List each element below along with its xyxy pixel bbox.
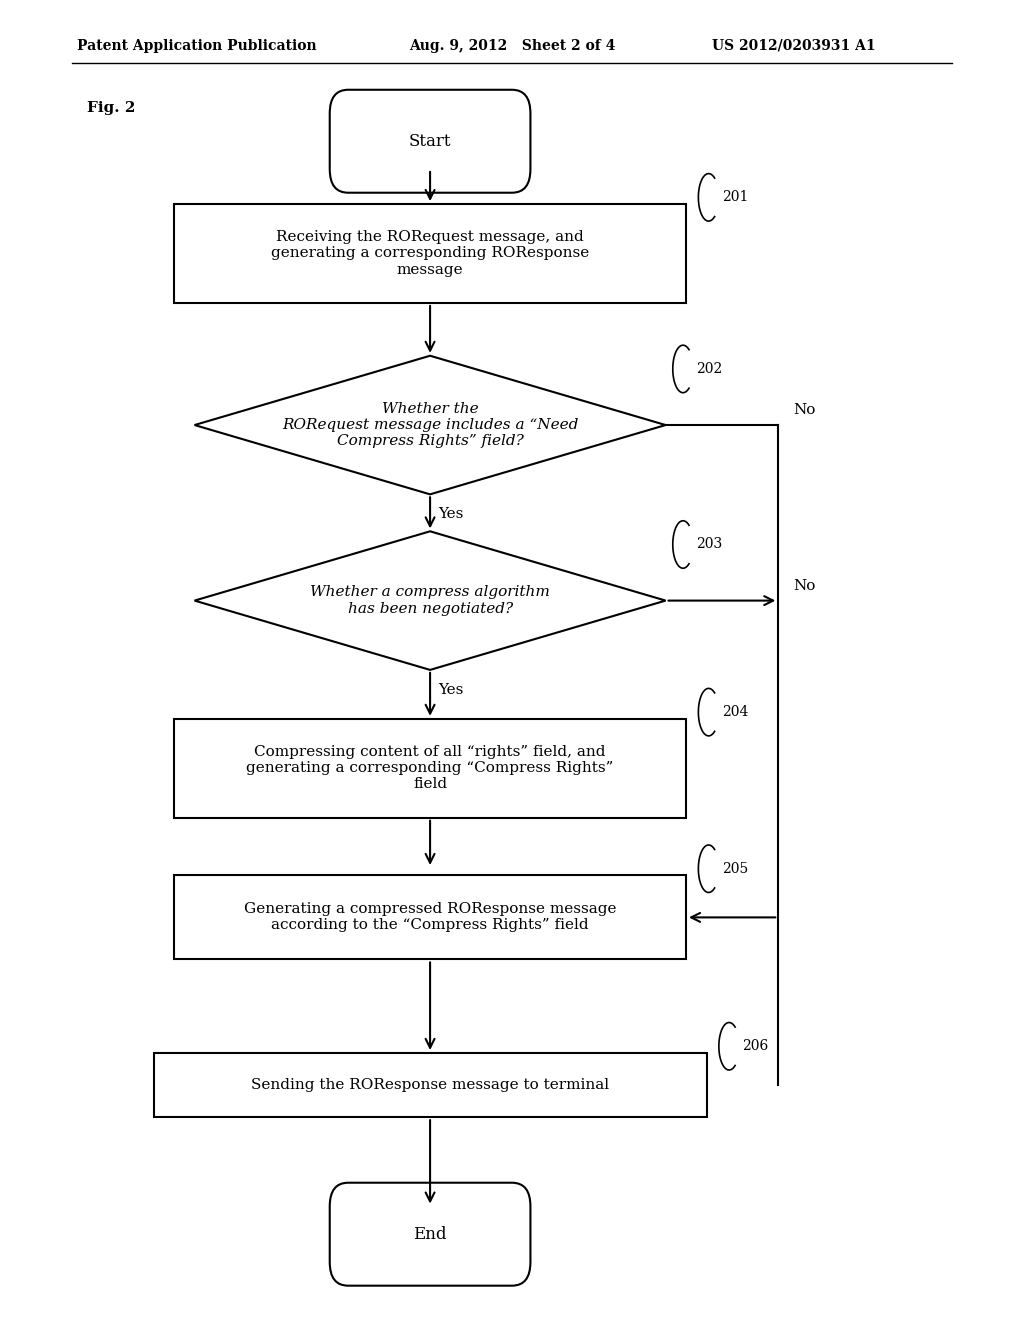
Text: Sending the ROResponse message to terminal: Sending the ROResponse message to termin… (251, 1078, 609, 1092)
Text: Yes: Yes (438, 507, 464, 521)
Text: Patent Application Publication: Patent Application Publication (77, 38, 316, 53)
Polygon shape (195, 355, 666, 494)
Bar (174, 718, 686, 817)
Text: Whether a compress algorithm
has been negotiated?: Whether a compress algorithm has been ne… (310, 586, 550, 615)
Text: 205: 205 (722, 862, 749, 875)
Text: Yes: Yes (438, 682, 464, 697)
Text: 201: 201 (722, 190, 749, 205)
Text: Whether the
RORequest message includes a “Need
Compress Rights” field?: Whether the RORequest message includes a… (282, 401, 579, 449)
Text: Aug. 9, 2012   Sheet 2 of 4: Aug. 9, 2012 Sheet 2 of 4 (410, 38, 616, 53)
Polygon shape (195, 531, 666, 671)
Text: No: No (794, 404, 816, 417)
Text: 203: 203 (696, 537, 723, 552)
Text: Compressing content of all “rights” field, and
generating a corresponding “Compr: Compressing content of all “rights” fiel… (247, 744, 613, 792)
Bar (174, 205, 686, 302)
Text: 204: 204 (722, 705, 749, 719)
FancyBboxPatch shape (330, 1183, 530, 1286)
Text: No: No (794, 579, 816, 593)
FancyBboxPatch shape (330, 90, 530, 193)
Text: Start: Start (409, 133, 452, 149)
Text: End: End (414, 1226, 446, 1242)
Bar (174, 875, 686, 960)
Text: 206: 206 (742, 1039, 769, 1053)
Text: Generating a compressed ROResponse message
according to the “Compress Rights” fi: Generating a compressed ROResponse messa… (244, 903, 616, 932)
Bar (154, 1053, 707, 1117)
Text: 202: 202 (696, 362, 723, 376)
Text: Fig. 2: Fig. 2 (87, 102, 135, 115)
Text: Receiving the RORequest message, and
generating a corresponding ROResponse
messa: Receiving the RORequest message, and gen… (271, 230, 589, 277)
Text: US 2012/0203931 A1: US 2012/0203931 A1 (712, 38, 876, 53)
